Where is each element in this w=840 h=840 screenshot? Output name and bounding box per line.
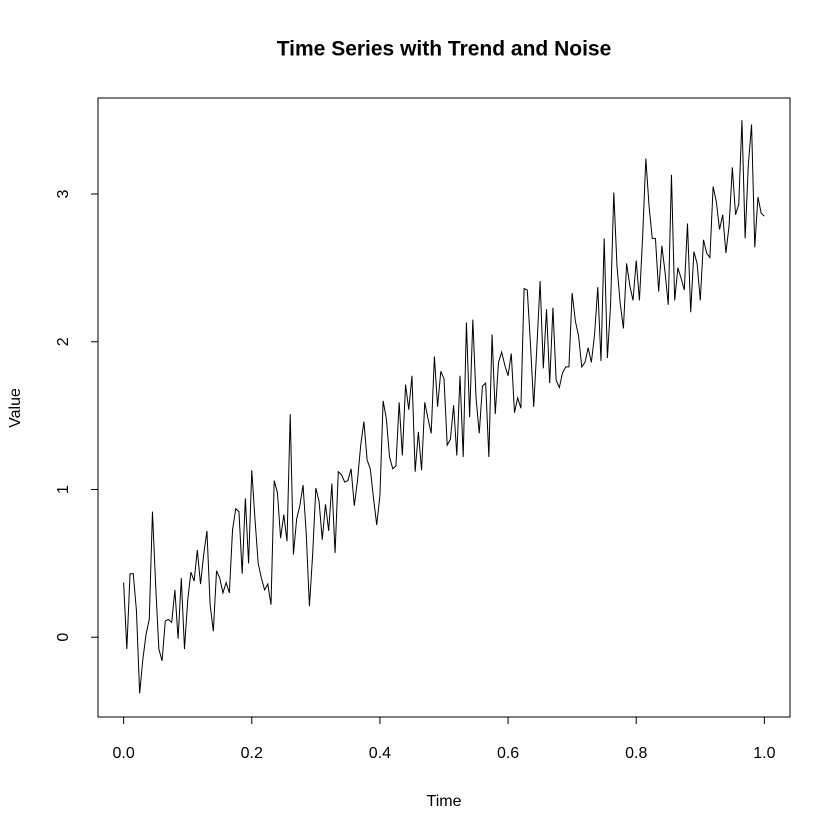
chart-title: Time Series with Trend and Noise [277,38,612,61]
x-tick-label: 1.0 [753,745,775,762]
x-tick-label: 0.2 [241,745,263,762]
x-axis-label: Time [427,793,462,810]
y-tick-label: 3 [55,189,72,198]
y-tick-label: 1 [55,485,72,494]
y-tick-label: 0 [55,633,72,642]
x-tick-label: 0.8 [625,745,647,762]
x-tick-label: 0.0 [113,745,135,762]
data-line [123,120,765,694]
y-tick-label: 2 [55,337,72,346]
y-axis-label: Value [7,388,24,428]
x-tick-label: 0.4 [369,745,391,762]
x-tick-label: 0.6 [497,745,519,762]
